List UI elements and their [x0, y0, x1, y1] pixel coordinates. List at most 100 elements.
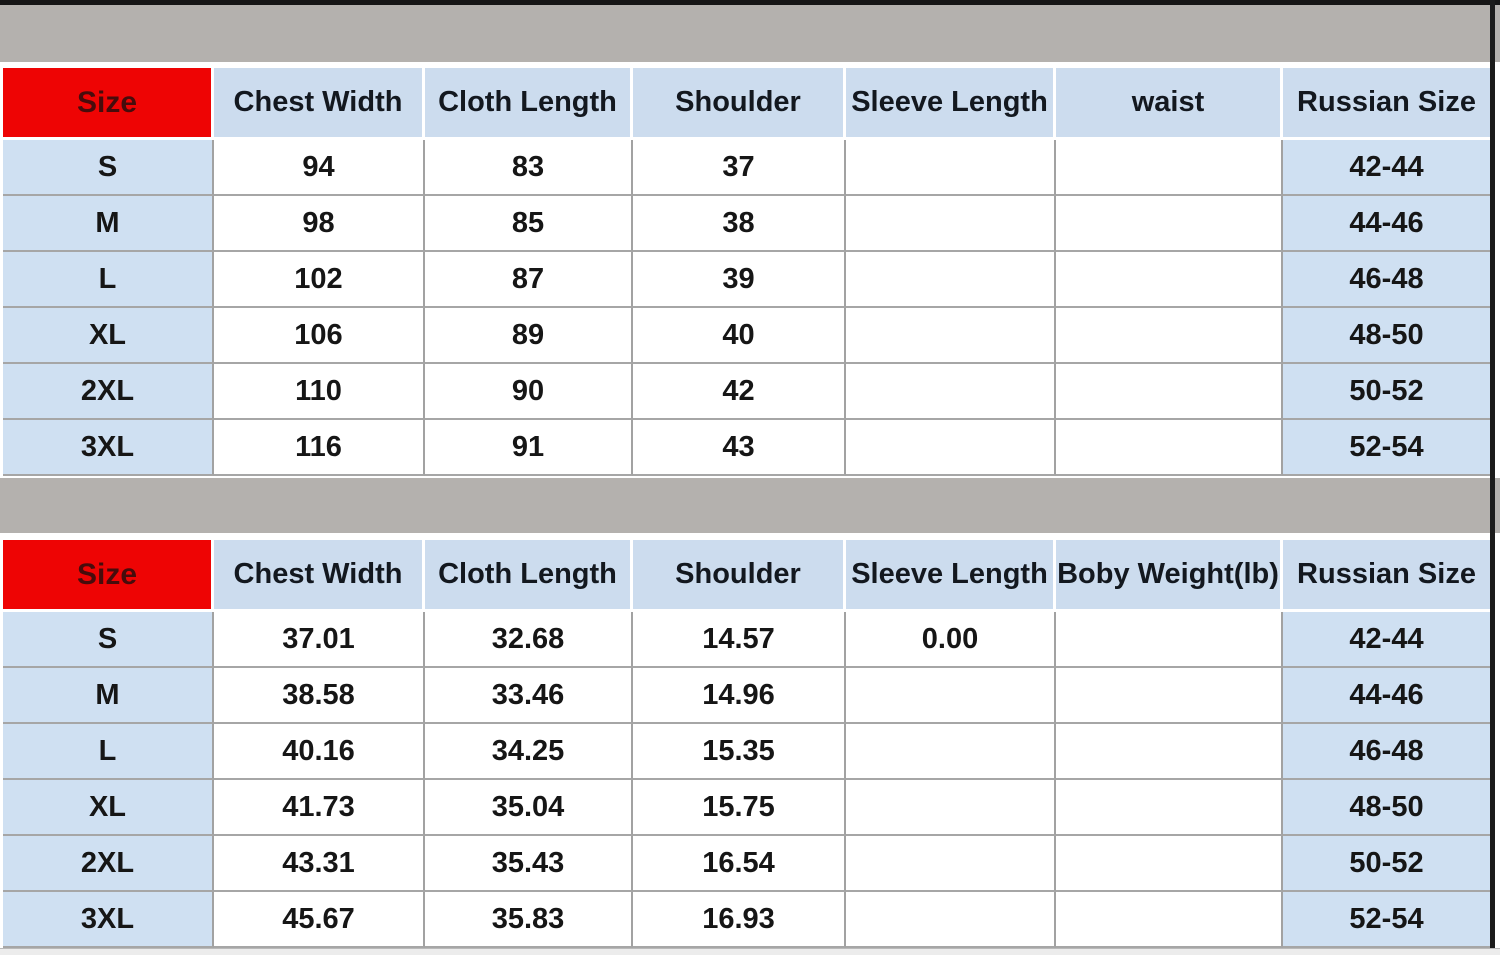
value-cell	[846, 308, 1056, 364]
russian-size-cell: 50-52	[1283, 836, 1490, 892]
header-cell: Boby Weight(lb)	[1056, 540, 1283, 612]
header-cell: Sleeve Length	[846, 68, 1056, 140]
russian-size-cell: 52-54	[1283, 892, 1490, 948]
table-row: L 40.16 34.25 15.35 46-48	[3, 724, 1490, 780]
russian-size-cell: 48-50	[1283, 780, 1490, 836]
value-cell: 15.35	[633, 724, 846, 780]
value-cell: 35.43	[425, 836, 633, 892]
value-cell: 35.04	[425, 780, 633, 836]
value-cell	[1056, 780, 1283, 836]
table-row: S 37.01 32.68 14.57 0.00 42-44	[3, 612, 1490, 668]
russian-size-cell: 46-48	[1283, 724, 1490, 780]
value-cell	[846, 196, 1056, 252]
value-cell	[846, 364, 1056, 420]
table-row: 3XL 116 91 43 52-54	[3, 420, 1490, 476]
header-cell: Shoulder	[633, 540, 846, 612]
value-cell: 85	[425, 196, 633, 252]
bottom-strip	[0, 948, 1500, 955]
header-cell: Sleeve Length	[846, 540, 1056, 612]
value-cell: 14.57	[633, 612, 846, 668]
table-row: M 38.58 33.46 14.96 44-46	[3, 668, 1490, 724]
russian-size-cell: 52-54	[1283, 420, 1490, 476]
value-cell: 37.01	[214, 612, 425, 668]
value-cell: 40	[633, 308, 846, 364]
size-header-cell: Size	[3, 540, 214, 612]
value-cell: 90	[425, 364, 633, 420]
value-cell: 110	[214, 364, 425, 420]
value-cell: 32.68	[425, 612, 633, 668]
value-cell: 35.83	[425, 892, 633, 948]
value-cell	[1056, 252, 1283, 308]
value-cell	[1056, 668, 1283, 724]
spacer	[0, 533, 1500, 540]
value-cell: 106	[214, 308, 425, 364]
table-row: 2XL 43.31 35.43 16.54 50-52	[3, 836, 1490, 892]
size-table-cm: Size Chest Width Cloth Length Shoulder Sleev…	[3, 68, 1490, 476]
size-cell: 2XL	[3, 364, 214, 420]
value-cell: 91	[425, 420, 633, 476]
value-cell: 45.67	[214, 892, 425, 948]
size-cell: S	[3, 140, 214, 196]
size-cell: 3XL	[3, 420, 214, 476]
value-cell: 39	[633, 252, 846, 308]
value-cell: 89	[425, 308, 633, 364]
size-header-cell: Size	[3, 68, 214, 140]
header-row: Size Chest Width Cloth Length Shoulder Sleev…	[3, 540, 1490, 612]
header-cell: Russian Size	[1283, 540, 1490, 612]
value-cell	[1056, 308, 1283, 364]
table-row: 2XL 110 90 42 50-52	[3, 364, 1490, 420]
value-cell	[1056, 612, 1283, 668]
table-row: S 94 83 37 42-44	[3, 140, 1490, 196]
value-cell	[846, 252, 1056, 308]
size-cell: L	[3, 252, 214, 308]
value-cell: 40.16	[214, 724, 425, 780]
header-cell: Cloth Length	[425, 68, 633, 140]
value-cell: 116	[214, 420, 425, 476]
value-cell	[846, 140, 1056, 196]
value-cell	[1056, 892, 1283, 948]
top-gray-bar	[0, 5, 1500, 62]
header-cell: waist	[1056, 68, 1283, 140]
value-cell	[846, 836, 1056, 892]
table-row: M 98 85 38 44-46	[3, 196, 1490, 252]
value-cell: 16.54	[633, 836, 846, 892]
value-cell: 33.46	[425, 668, 633, 724]
russian-size-cell: 46-48	[1283, 252, 1490, 308]
russian-size-cell: 44-46	[1283, 196, 1490, 252]
top-border-line	[0, 0, 1500, 5]
value-cell: 41.73	[214, 780, 425, 836]
value-cell: 43	[633, 420, 846, 476]
value-cell: 0.00	[846, 612, 1056, 668]
size-cell: L	[3, 724, 214, 780]
right-border-line	[1490, 0, 1495, 948]
size-cell: M	[3, 668, 214, 724]
value-cell	[1056, 420, 1283, 476]
size-cell: S	[3, 612, 214, 668]
value-cell: 94	[214, 140, 425, 196]
size-cell: XL	[3, 308, 214, 364]
value-cell	[846, 780, 1056, 836]
value-cell	[1056, 364, 1283, 420]
header-cell: Chest Width	[214, 68, 425, 140]
header-row: Size Chest Width Cloth Length Shoulder Sleev…	[3, 68, 1490, 140]
value-cell: 37	[633, 140, 846, 196]
value-cell	[846, 724, 1056, 780]
value-cell: 16.93	[633, 892, 846, 948]
value-cell	[846, 892, 1056, 948]
value-cell: 83	[425, 140, 633, 196]
value-cell	[846, 420, 1056, 476]
header-cell: Chest Width	[214, 540, 425, 612]
value-cell	[1056, 724, 1283, 780]
value-cell: 42	[633, 364, 846, 420]
value-cell	[1056, 140, 1283, 196]
value-cell	[846, 668, 1056, 724]
value-cell: 98	[214, 196, 425, 252]
value-cell: 14.96	[633, 668, 846, 724]
size-cell: XL	[3, 780, 214, 836]
size-table-inches: Size Chest Width Cloth Length Shoulder Sleev…	[3, 540, 1490, 948]
size-cell: 3XL	[3, 892, 214, 948]
value-cell	[1056, 836, 1283, 892]
russian-size-cell: 50-52	[1283, 364, 1490, 420]
size-cell: 2XL	[3, 836, 214, 892]
